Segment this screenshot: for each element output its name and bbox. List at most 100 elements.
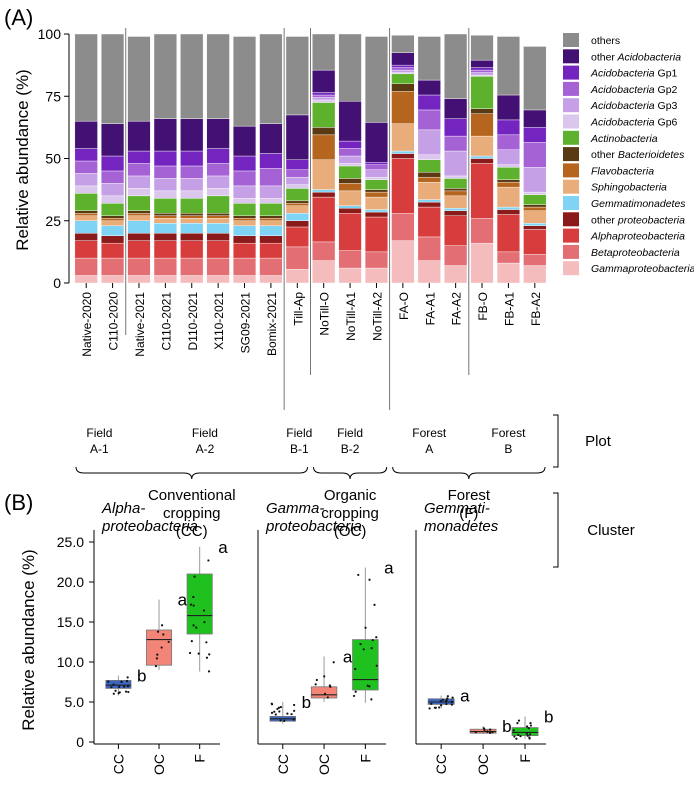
bar-segment-other-acidobacteria [127,120,151,152]
legend-swatch [563,130,579,145]
significance-letter: a [218,538,228,557]
bar-segment-other-acidobacteria [259,123,283,154]
data-point [428,707,431,710]
bar-segment-actinobacteria [338,165,362,179]
cluster-brace [313,466,388,480]
bar-segment-actinobacteria [417,159,441,173]
bar-segment-gemmatimonadetes [259,225,283,236]
bar-segment-gemmatimonadetes [523,223,547,226]
bar-segment-acidobacteria-gp6 [153,190,177,199]
sample-label: C110-2021 [159,292,173,351]
data-point [112,683,115,686]
significance-letter: b [544,707,553,726]
bar-segment-betaproteobacteria [312,241,336,261]
bar-segment-acidobacteria-gp1 [101,155,125,172]
bar-segment-acidobacteria-gp3 [391,69,415,73]
bar-segment-gammaproteobacteria [74,275,98,284]
bar-segment-flavobacteria [259,218,283,221]
bar-segment-acidobacteria-gp6 [312,99,336,103]
bar-segment-other-proteobacteria [101,235,125,244]
bar-segment-others [74,33,98,122]
data-point [208,653,211,656]
bar-segment-gammaproteobacteria [180,275,204,284]
bar-segment-acidobacteria-gp1 [391,64,415,68]
bar-segment-gammaproteobacteria [417,260,441,284]
bar-segment-flavobacteria [338,183,362,192]
data-point [359,643,362,646]
legend-label-part: proteobacteria [615,214,685,226]
bar-segment-acidobacteria-gp3 [285,176,309,185]
bar-segment-acidobacteria-gp3 [101,183,125,197]
sample-label: FA-A1 [423,292,437,326]
data-point [279,719,282,722]
data-point [207,559,210,562]
cluster-label-line: Forest [448,487,491,504]
data-point [528,736,531,739]
data-point [525,725,529,728]
data-point [489,728,492,731]
data-point [118,691,121,694]
data-point [274,713,277,716]
bar-segment-alphaproteobacteria [259,242,283,259]
data-point [513,735,516,738]
bar-segment-gammaproteobacteria [101,275,125,284]
data-point [323,675,326,678]
bar-segment-acidobacteria-gp2 [101,170,125,184]
bar-segment-acidobacteria-gp1 [523,127,547,143]
bar-segment-acidobacteria-gp3 [180,178,204,192]
data-point [126,685,130,688]
bar-segment-other-acidobacteria [74,120,98,149]
b-y-tick-label: 0 [76,734,84,750]
legend-label-part: Acidobacteria [590,100,655,112]
legend-label: Actinobacteria [590,133,658,145]
data-point [368,685,371,688]
b-panel-title-line2: proteobacteria [101,518,198,535]
bar-segment-other-bacterioidetes [101,215,125,219]
bar-segment-acidobacteria-gp6 [444,175,468,179]
legend-label: others [591,35,620,47]
bar-segment-actinobacteria [312,102,336,128]
bar-segment-flavobacteria [127,213,151,216]
data-point [451,696,454,699]
bar-segment-other-acidobacteria [364,122,389,163]
bar-segment-acidobacteria-gp3 [496,149,520,165]
data-point [446,697,449,700]
bar-segment-betaproteobacteria [259,257,283,276]
significance-letter: a [178,591,188,610]
data-point [279,705,283,709]
bar-segment-actinobacteria [444,178,468,189]
bar-segment-gemmatimonadetes [127,220,151,234]
legend-swatch [563,196,579,210]
bar-segment-betaproteobacteria [206,257,230,276]
bar-segment-acidobacteria-gp2 [127,163,151,177]
bar-segment-acidobacteria-gp6 [180,190,204,199]
data-point [474,731,477,734]
data-point [197,652,200,655]
box-oc [310,686,338,699]
bar-segment-alphaproteobacteria [338,213,362,251]
b-panel-title-line1: Gemmati- [424,500,490,517]
bar-segment-acidobacteria-gp2 [391,67,415,71]
data-point [370,698,373,701]
bar-segment-gammaproteobacteria [259,275,283,284]
data-point [357,573,360,577]
plot-group-line1: Field [192,426,218,440]
data-point [441,698,444,702]
legend-swatch [563,49,579,64]
bar-segment-flavobacteria [180,215,204,219]
data-point [483,728,486,731]
bar-segment-acidobacteria-gp6 [127,188,151,197]
legend-swatch [563,114,579,129]
bar-segment-acidobacteria-gp1 [417,94,441,111]
data-point [323,692,327,695]
sample-label: NoTill-A1 [344,292,358,341]
bar-segment-acidobacteria-gp1 [127,150,151,164]
bar-segment-gammaproteobacteria [127,275,151,284]
bar-segment-other-proteobacteria [259,235,283,244]
y-tick-label: 25 [45,213,61,229]
data-point [370,647,373,650]
legend-swatch [563,98,579,113]
box-oc [146,629,173,666]
bar-segment-acidobacteria-gp3 [364,169,389,178]
bar-segment-actinobacteria [206,195,230,214]
